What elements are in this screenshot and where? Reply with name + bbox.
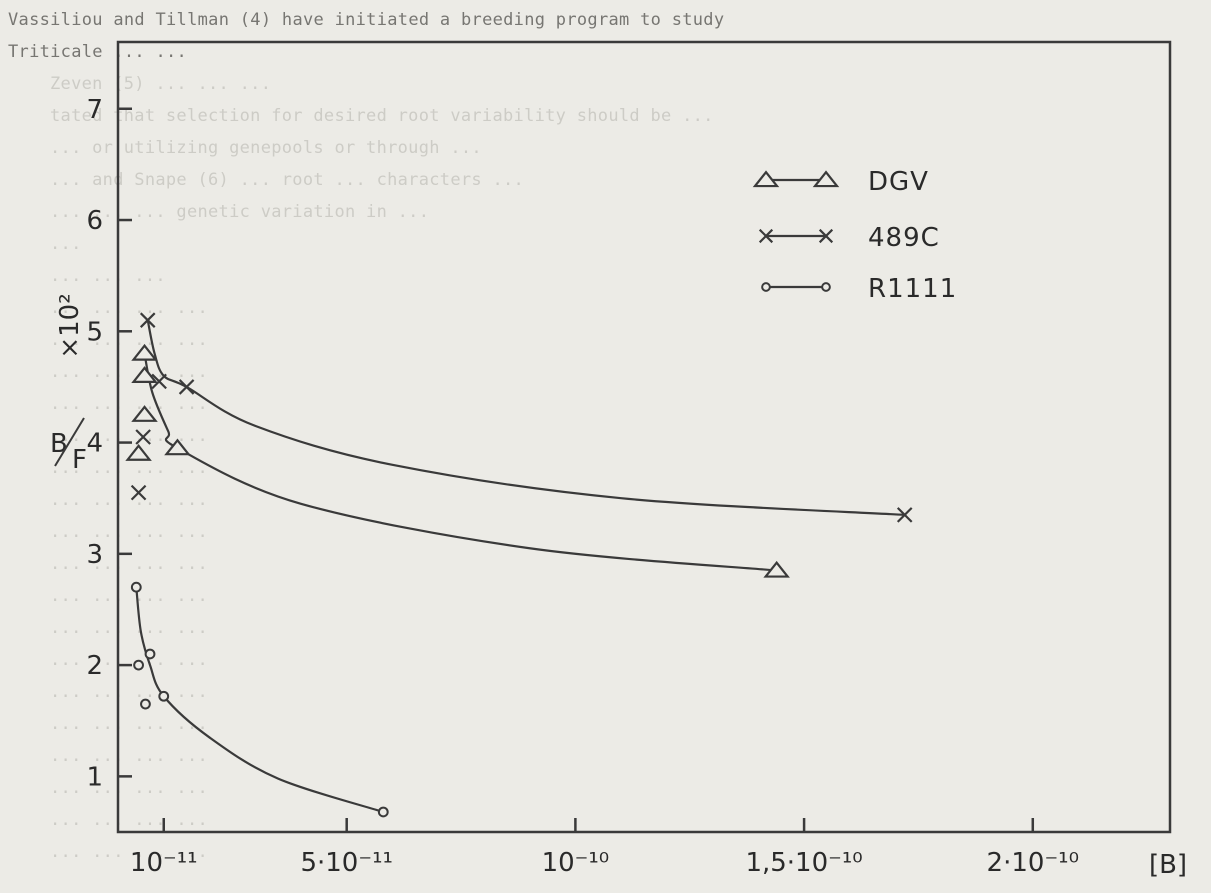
data-point-x-stroke — [151, 373, 167, 390]
data-point-circle — [130, 581, 142, 593]
y-tick-label: 3 — [86, 540, 103, 570]
x-tick-label: 1,5·10⁻¹⁰ — [745, 848, 862, 878]
x-tick-label: 10⁻¹¹ — [130, 848, 198, 878]
data-point-x-stroke — [178, 379, 195, 395]
x-tick-label: 5·10⁻¹¹ — [300, 848, 392, 878]
data-point-circle — [377, 806, 389, 818]
legend-label-489c: 489C — [868, 223, 940, 253]
x-tick-label: 10⁻¹⁰ — [542, 848, 610, 878]
y-axis-label-slash — [54, 417, 85, 467]
data-point-circle — [158, 690, 170, 702]
data-point-circle — [821, 282, 831, 292]
y-tick-label: 1 — [86, 762, 103, 792]
data-point-triangle — [752, 170, 780, 188]
x-axis-unit: [B] — [1149, 850, 1187, 880]
data-point-triangle — [131, 343, 158, 361]
y-tick-label: 4 — [86, 429, 103, 459]
data-point-x — [135, 429, 151, 445]
data-point-x-stroke — [758, 228, 774, 244]
data-point-circle — [133, 659, 144, 671]
data-point-x — [139, 312, 156, 328]
data-point-circle — [144, 648, 156, 660]
y-tick-label: 5 — [86, 317, 103, 347]
y-tick-label: 6 — [86, 206, 103, 236]
y-axis-label: BF — [50, 417, 87, 475]
x-tick-label: 2·10⁻¹⁰ — [987, 848, 1079, 878]
y-axis-label-multiplier: ×10² — [55, 293, 85, 358]
data-point-x-stroke — [139, 312, 156, 328]
legend-label-dgv: DGV — [868, 167, 929, 197]
data-point-x-stroke — [818, 228, 834, 244]
data-point-triangle — [131, 405, 158, 422]
data-point-x — [178, 379, 195, 395]
data-point-x — [818, 228, 834, 244]
data-point-circle — [140, 698, 151, 710]
y-axis-label-numerator: B — [50, 429, 68, 459]
data-point-circle — [761, 282, 771, 292]
data-point-triangle — [164, 438, 191, 456]
legend-label-r1111: R1111 — [868, 274, 957, 304]
data-point-x — [151, 373, 167, 390]
data-point-x-stroke — [896, 507, 913, 523]
y-tick-label: 2 — [86, 651, 103, 681]
data-point-x — [896, 507, 913, 523]
y-axis-label-denominator: F — [72, 445, 87, 475]
plot-frame — [116, 40, 1172, 834]
series-line-489c — [146, 319, 905, 516]
data-point-triangle — [131, 366, 158, 383]
data-point-x-stroke — [135, 429, 151, 445]
data-point-triangle — [763, 560, 790, 578]
series-line-dgv — [143, 353, 777, 572]
data-point-triangle — [125, 444, 152, 461]
series-line-r1111 — [135, 587, 384, 814]
y-tick-label: 7 — [86, 95, 103, 125]
data-point-x-stroke — [130, 484, 147, 501]
data-point-x — [130, 484, 147, 501]
data-point-x — [758, 228, 774, 244]
data-point-triangle — [812, 170, 840, 188]
